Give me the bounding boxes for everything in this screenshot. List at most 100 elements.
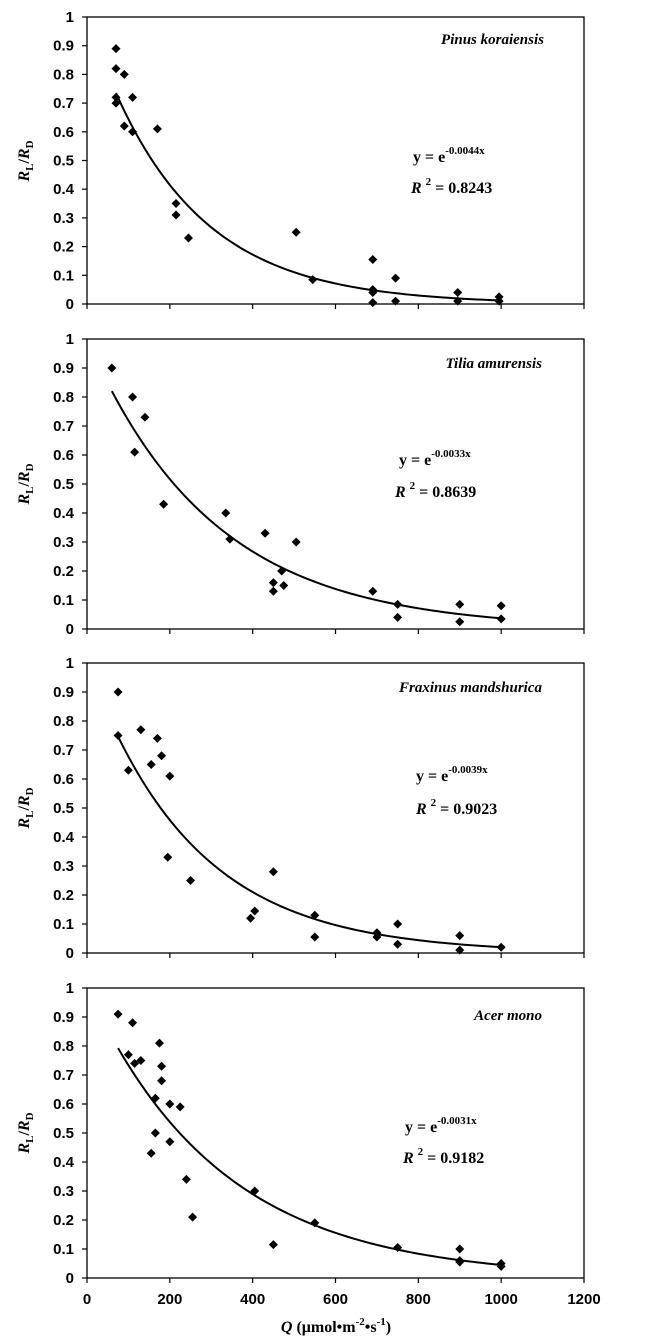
data-point [186, 876, 196, 885]
data-point [268, 586, 278, 596]
data-point [111, 92, 121, 102]
data-point [136, 1056, 146, 1065]
x-tick-label: 800 [406, 1291, 431, 1308]
y-tick-label: 0.7 [53, 1067, 74, 1084]
y-tick-label: 0.9 [53, 38, 74, 55]
r-squared: R 2 = 0.9023 [415, 797, 497, 818]
data-point [496, 942, 506, 952]
y-tick-label: 0.3 [53, 210, 74, 227]
y-tick-label: 1 [66, 980, 74, 997]
fit-curve [110, 390, 502, 620]
fit-equation: y = e-0.0033x [399, 448, 471, 469]
y-tick-label: 0 [66, 621, 74, 638]
data-point [171, 199, 181, 209]
data-point [111, 44, 121, 54]
data-point [150, 1128, 160, 1138]
data-point [310, 932, 320, 942]
fit-curve [117, 1047, 502, 1266]
y-tick-label: 0.4 [53, 1154, 75, 1171]
data-point [128, 1018, 138, 1028]
data-point [393, 599, 403, 609]
y-axis-label: RL/RD [16, 463, 36, 505]
data-point [496, 614, 506, 624]
data-point [165, 771, 175, 781]
y-tick-label: 1 [66, 331, 74, 348]
y-tick-label: 0.6 [53, 771, 74, 788]
y-tick-label: 0.2 [53, 1212, 74, 1229]
y-tick-label: 0.3 [53, 534, 74, 551]
data-point [111, 98, 121, 108]
data-point [221, 508, 231, 518]
data-point [225, 534, 235, 544]
r-squared: R 2 = 0.8243 [410, 176, 492, 197]
y-tick-label: 0.4 [53, 829, 75, 846]
data-point [157, 1061, 167, 1071]
data-point [128, 392, 138, 402]
x-axis-label: Q (μmol•m-2•s-1) [281, 1316, 391, 1336]
data-point [268, 1240, 278, 1250]
data-point [368, 288, 378, 298]
data-point [146, 1148, 156, 1158]
y-tick-label: 0.5 [53, 153, 74, 170]
y-tick-label: 0.3 [53, 858, 74, 875]
y-tick-label: 0.1 [53, 267, 74, 284]
data-point [157, 751, 167, 761]
data-point [308, 275, 318, 285]
data-point [494, 296, 504, 306]
data-point [146, 760, 156, 769]
y-tick-label: 0.4 [53, 505, 75, 522]
data-point [113, 687, 123, 697]
data-point [455, 617, 465, 627]
data-point [123, 765, 133, 775]
y-axis-label: RL/RD [16, 140, 36, 182]
y-tick-label: 0.6 [53, 447, 74, 464]
y-tick-label: 0.9 [53, 1009, 74, 1026]
y-tick-label: 0.1 [53, 1241, 74, 1258]
fit-curve [115, 92, 502, 302]
y-tick-label: 0.2 [53, 563, 74, 580]
data-point [171, 210, 181, 220]
y-axis-label: RL/RD [16, 1112, 36, 1154]
x-tick-label: 1200 [567, 1291, 600, 1308]
panel-3: 0 0.1 0.2 0.3 0.4 0.5 0.6 0.7 0.8 0.9 1 RL/RD Fraxin… [16, 655, 585, 962]
data-point [391, 273, 401, 283]
data-point [496, 1261, 506, 1271]
x-tick-label: 1000 [484, 1291, 517, 1308]
data-point [496, 601, 506, 611]
data-point [260, 528, 270, 538]
data-point [181, 1174, 191, 1184]
data-point [183, 233, 193, 243]
y-tick-label: 0.2 [53, 239, 74, 256]
species-title: Acer mono [473, 1008, 542, 1024]
data-point [277, 566, 287, 576]
data-point [128, 127, 138, 137]
y-tick-label: 1 [66, 9, 74, 26]
data-point [368, 255, 378, 265]
plot-frame [86, 338, 585, 630]
fit-curve [117, 736, 502, 949]
y-tick-label: 0.5 [53, 476, 74, 493]
data-point [128, 92, 138, 102]
y-tick-label: 0.8 [53, 389, 74, 406]
data-point [107, 363, 117, 373]
y-tick-label: 0.7 [53, 418, 74, 435]
x-tick-label: 200 [157, 1291, 182, 1308]
panel-1: 0 0.1 0.2 0.3 0.4 0.5 0.6 0.7 0.8 0.9 1 RL/RD Pinus … [16, 9, 585, 313]
data-point [310, 1218, 320, 1228]
data-point [368, 586, 378, 596]
data-point [119, 121, 129, 131]
species-title: Pinus koraiensis [441, 32, 544, 48]
data-point [455, 931, 465, 941]
y-tick-label: 0.4 [53, 181, 75, 198]
data-point [268, 867, 278, 877]
data-point [393, 1243, 403, 1253]
data-point [250, 906, 260, 916]
data-point [453, 296, 463, 306]
data-point [291, 227, 301, 237]
y-tick-label: 0.6 [53, 1096, 74, 1113]
data-point [159, 499, 169, 509]
y-tick-label: 0.9 [53, 360, 74, 377]
data-point [150, 1093, 160, 1103]
data-point [113, 731, 123, 740]
